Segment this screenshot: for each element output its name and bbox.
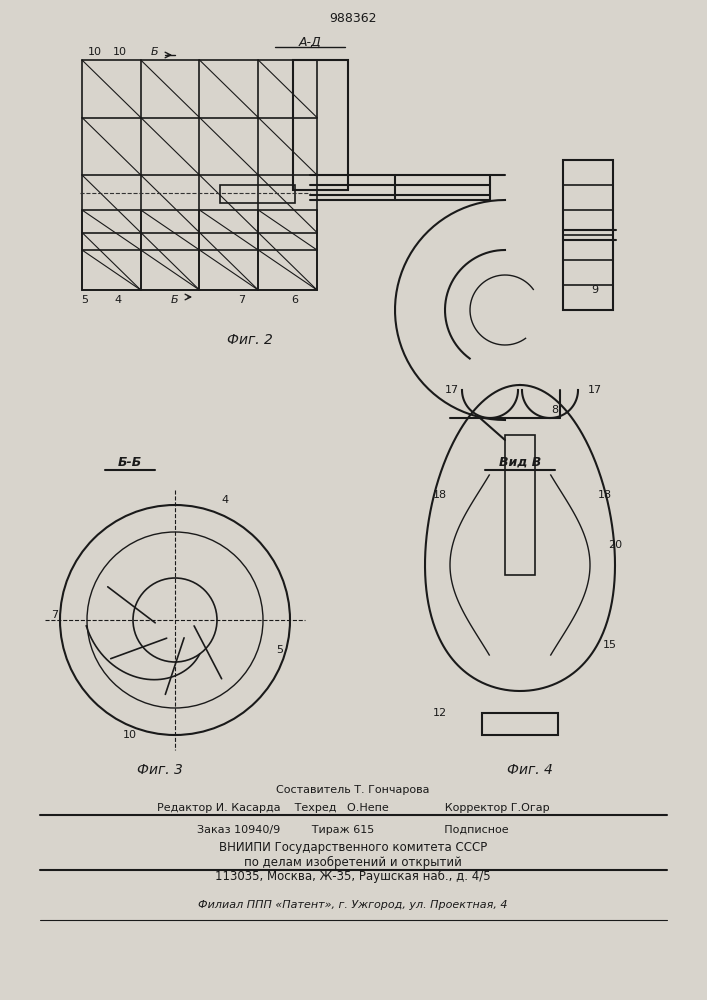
Bar <box>505 435 535 575</box>
Text: 9: 9 <box>592 285 599 295</box>
Text: по делам изобретений и открытий: по делам изобретений и открытий <box>244 855 462 869</box>
Text: 8: 8 <box>551 405 559 415</box>
Bar <box>563 160 613 310</box>
Text: 5: 5 <box>81 295 88 305</box>
Text: Б: Б <box>171 295 179 305</box>
Text: 17: 17 <box>445 385 459 395</box>
Text: Филиал ППП «Патент», г. Ужгород, ул. Проектная, 4: Филиал ППП «Патент», г. Ужгород, ул. Про… <box>198 900 508 910</box>
Text: Заказ 10940/9         Тираж 615                    Подписное: Заказ 10940/9 Тираж 615 Подписное <box>197 825 509 835</box>
Text: 10: 10 <box>123 730 137 740</box>
Bar <box>293 60 348 190</box>
Text: 18: 18 <box>433 490 447 500</box>
Text: 15: 15 <box>603 640 617 650</box>
Text: Фиг. 2: Фиг. 2 <box>227 333 273 347</box>
Text: 10: 10 <box>88 47 102 57</box>
Text: Составитель Т. Гончарова: Составитель Т. Гончарова <box>276 785 430 795</box>
Text: Редактор И. Касарда    Техред   О.Непе                Корректор Г.Огар: Редактор И. Касарда Техред О.Непе Коррек… <box>157 803 549 813</box>
Text: ВНИИПИ Государственного комитета СССР: ВНИИПИ Государственного комитета СССР <box>219 842 487 854</box>
Text: 17: 17 <box>588 385 602 395</box>
Text: 12: 12 <box>433 708 447 718</box>
Text: Вид В: Вид В <box>499 456 541 468</box>
Text: A-Д: A-Д <box>298 35 322 48</box>
Text: Б-Б: Б-Б <box>118 456 142 468</box>
Bar <box>482 713 558 735</box>
Text: 4: 4 <box>221 495 228 505</box>
Text: Фиг. 4: Фиг. 4 <box>507 763 553 777</box>
Text: 5: 5 <box>276 645 284 655</box>
Text: 6: 6 <box>291 295 298 305</box>
Bar <box>220 185 295 203</box>
Text: 113035, Москва, Ж-35, Раушская наб., д. 4/5: 113035, Москва, Ж-35, Раушская наб., д. … <box>215 869 491 883</box>
Text: Фиг. 3: Фиг. 3 <box>137 763 183 777</box>
Text: 7: 7 <box>238 295 245 305</box>
Text: 4: 4 <box>115 295 122 305</box>
Text: 7: 7 <box>52 610 59 620</box>
Text: 20: 20 <box>608 540 622 550</box>
Text: 18: 18 <box>598 490 612 500</box>
Text: 988362: 988362 <box>329 11 377 24</box>
Text: 10: 10 <box>113 47 127 57</box>
Text: Б: Б <box>151 47 159 57</box>
